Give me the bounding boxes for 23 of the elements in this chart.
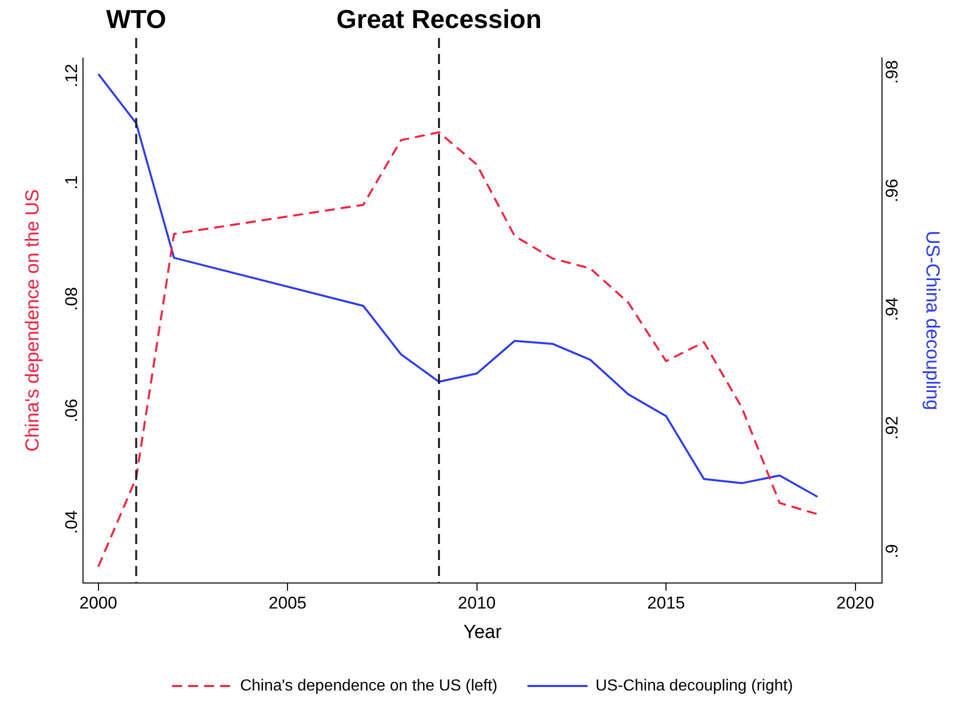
- y2-axis-title: US-China decoupling: [921, 230, 942, 410]
- y-tick-label: .08: [62, 287, 81, 311]
- legend-label: US-China decoupling (right): [596, 677, 793, 694]
- y-tick-label: .04: [62, 510, 81, 534]
- y2-tick-label: .9: [882, 544, 902, 558]
- legend-label: China's dependence on the US (left): [240, 677, 498, 694]
- y-tick-label: .1: [62, 175, 81, 190]
- y2-tick-label: .96: [882, 178, 902, 202]
- line-series: [97, 131, 818, 568]
- y2-tick-label: .94: [882, 297, 902, 322]
- y-axis-title: China's dependence on the US: [22, 189, 44, 452]
- y2-tick-label: .98: [882, 60, 902, 84]
- y2-tick-label: .92: [882, 416, 902, 440]
- x-axis-title: Year: [463, 622, 502, 643]
- y-tick-label: .12: [62, 64, 81, 88]
- x-tick-label: 2005: [268, 594, 306, 613]
- ref-line-label: Great Recession: [336, 4, 542, 34]
- y-tick-label: .06: [62, 398, 81, 422]
- x-tick-label: 2010: [458, 594, 496, 613]
- x-tick-label: 2015: [647, 594, 685, 613]
- ref-line-label: WTO: [106, 4, 166, 34]
- x-tick-label: 2000: [79, 594, 118, 613]
- x-tick-label: 2020: [836, 594, 874, 613]
